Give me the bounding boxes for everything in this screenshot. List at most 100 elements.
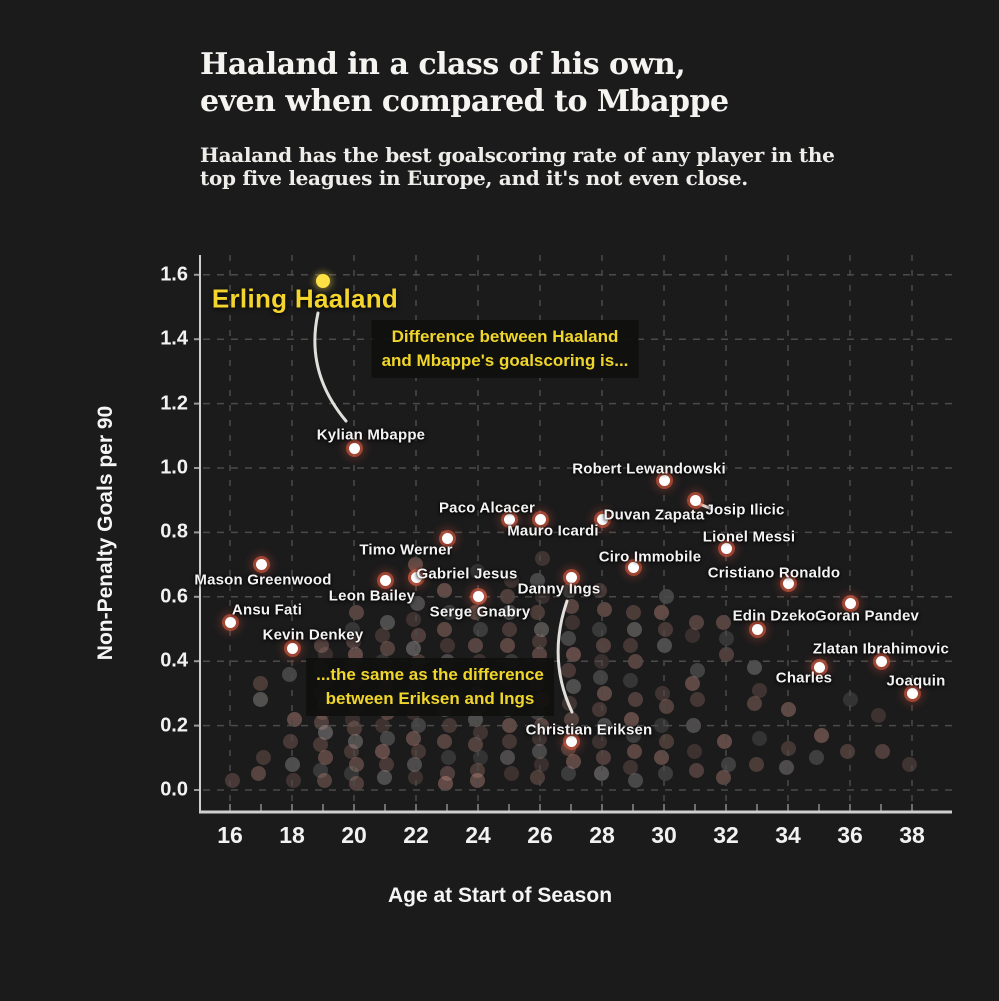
background-dot bbox=[502, 734, 518, 750]
axis-tick-label-x: 32 bbox=[713, 822, 739, 848]
background-dot bbox=[408, 769, 424, 785]
background-dot bbox=[380, 730, 396, 746]
background-dot bbox=[594, 766, 610, 782]
background-dot bbox=[529, 769, 545, 785]
background-dot bbox=[440, 750, 456, 766]
player-label-zlatan-ibrahimovic: Zlatan Ibrahimovic bbox=[812, 640, 950, 658]
player-dot-ciro-immobile bbox=[627, 562, 639, 574]
axis-tick-label-y: 1.2 bbox=[160, 392, 188, 415]
chart-title: Haaland in a class of his own, even when… bbox=[200, 46, 729, 120]
background-dot bbox=[317, 772, 333, 788]
background-dot bbox=[657, 621, 673, 637]
player-dot-mason-greenwood bbox=[255, 559, 267, 571]
background-dot bbox=[718, 647, 734, 663]
player-dot-charles bbox=[813, 662, 825, 674]
player-dot-zlatan-ibrahimovic bbox=[875, 655, 887, 667]
background-dot bbox=[379, 615, 395, 631]
background-dot bbox=[377, 769, 393, 785]
background-dot bbox=[469, 763, 485, 779]
background-dot bbox=[504, 766, 520, 782]
background-dot bbox=[716, 734, 732, 750]
background-dot bbox=[344, 743, 360, 759]
player-label-charles: Charles bbox=[775, 669, 833, 687]
background-dot bbox=[628, 653, 644, 669]
background-dot bbox=[284, 756, 300, 772]
axis-tick-label-x: 18 bbox=[279, 822, 305, 848]
background-dot bbox=[318, 750, 334, 766]
background-dot bbox=[442, 605, 458, 621]
background-dot bbox=[285, 772, 301, 788]
background-dot bbox=[348, 605, 364, 621]
background-dot bbox=[653, 718, 669, 734]
player-dot-goran-pandev bbox=[844, 597, 856, 609]
background-dot bbox=[654, 750, 670, 766]
background-dot bbox=[467, 637, 483, 653]
background-dot bbox=[716, 615, 732, 631]
background-dot bbox=[902, 756, 918, 772]
background-dot bbox=[436, 582, 452, 598]
background-dot bbox=[380, 640, 396, 656]
player-label-timo-werner: Timo Werner bbox=[359, 541, 453, 559]
annotation-haaland-mbappe: Difference between Haaland and Mbappe's g… bbox=[371, 320, 639, 378]
player-label-duvan-zapata: Duvan Zapata bbox=[603, 506, 705, 524]
background-dot bbox=[596, 685, 612, 701]
highlight-dot-erling-haaland bbox=[316, 274, 330, 289]
background-dot bbox=[626, 621, 642, 637]
axis-tick-label-x: 38 bbox=[899, 822, 925, 848]
background-dot bbox=[625, 605, 641, 621]
background-dot bbox=[688, 763, 704, 779]
chart-title-line2: even when compared to Mbappe bbox=[200, 84, 729, 119]
player-label-ciro-immobile: Ciro Immobile bbox=[598, 548, 702, 566]
player-label-gabriel-jesus: Gabriel Jesus bbox=[416, 565, 518, 583]
background-dot bbox=[752, 682, 768, 698]
axis-tick-label-x: 24 bbox=[465, 822, 491, 848]
background-dot bbox=[658, 698, 674, 714]
axis-tick-label-y: 1.0 bbox=[160, 456, 188, 479]
background-dot bbox=[751, 730, 767, 746]
background-dot bbox=[843, 692, 859, 708]
background-dot bbox=[407, 557, 423, 573]
background-dot bbox=[405, 640, 421, 656]
background-dot bbox=[374, 718, 390, 734]
background-dot bbox=[657, 766, 673, 782]
axis-tick-label-y: 0.6 bbox=[160, 585, 188, 608]
player-dot-joaquin bbox=[906, 687, 918, 699]
background-dot bbox=[529, 573, 545, 589]
background-dot bbox=[623, 759, 639, 775]
background-dot bbox=[566, 679, 582, 695]
player-label-kevin-denkey: Kevin Denkey bbox=[262, 626, 364, 644]
chart-subtitle-line1: Haaland has the best goalscoring rate of… bbox=[200, 143, 835, 167]
player-dot-leon-bailey bbox=[379, 575, 391, 587]
background-dot bbox=[250, 766, 266, 782]
background-dot bbox=[623, 637, 639, 653]
player-label-josip-ilicic: Josip Ilicic bbox=[705, 501, 785, 519]
background-dot bbox=[437, 621, 453, 637]
background-dot bbox=[624, 711, 640, 727]
chart-subtitle: Haaland has the best goalscoring rate of… bbox=[200, 144, 835, 190]
player-label-paco-alcacer: Paco Alcacer bbox=[438, 499, 536, 517]
background-dot bbox=[566, 753, 582, 769]
chart-subtitle-line2: top five leagues in Europe, and it's not… bbox=[200, 166, 748, 190]
background-dot bbox=[345, 621, 361, 637]
background-dot bbox=[437, 734, 453, 750]
background-dot bbox=[592, 621, 608, 637]
background-dot bbox=[659, 734, 675, 750]
background-dot bbox=[685, 627, 700, 643]
player-label-edin-dzeko: Edin Dzeko bbox=[732, 607, 816, 625]
annotation-eriksen-ings: ...the same as the difference between Eri… bbox=[306, 658, 554, 716]
axis-tick-label-x: 34 bbox=[775, 822, 801, 848]
background-dot bbox=[282, 734, 298, 750]
background-dot bbox=[467, 737, 483, 753]
background-dot bbox=[628, 772, 644, 788]
background-dot bbox=[472, 750, 488, 766]
background-dot bbox=[781, 740, 797, 756]
player-dot-mauro-icardi bbox=[534, 514, 546, 526]
background-dot bbox=[593, 669, 609, 685]
background-dot bbox=[591, 582, 607, 598]
background-dot bbox=[840, 743, 856, 759]
background-dot bbox=[442, 718, 458, 734]
background-dot bbox=[534, 756, 550, 772]
background-dot bbox=[690, 663, 706, 679]
